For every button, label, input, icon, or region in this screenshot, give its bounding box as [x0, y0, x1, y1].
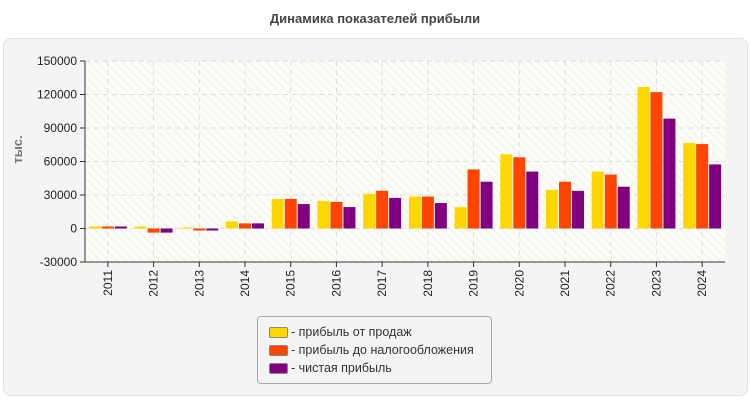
bar-2014-series-0: [226, 221, 238, 229]
legend-swatch: [269, 362, 288, 374]
x-tick-label: 2020: [512, 270, 526, 297]
y-tick-label: 120000: [37, 88, 77, 102]
bar-2021-series-1: [559, 181, 571, 229]
bar-2011-series-0: [88, 226, 101, 229]
bar-2023-series-1: [650, 92, 663, 229]
legend-swatch: [269, 344, 288, 356]
bar-2011-series-2: [114, 226, 127, 229]
bar-2015-series-0: [271, 198, 284, 229]
bar-2023-series-2: [663, 118, 676, 229]
bar-2015-series-2: [297, 204, 310, 229]
bar-2018-series-2: [434, 203, 447, 229]
bar-2020-series-1: [513, 157, 526, 229]
x-tick-label: 2012: [147, 270, 161, 297]
bar-2024-series-0: [683, 142, 696, 229]
legend-item-pretax-profit: - прибыль до налогообложения: [269, 342, 474, 358]
legend-label: - чистая прибыль: [291, 361, 392, 375]
bar-2011-series-1: [101, 226, 114, 229]
bar-2024-series-1: [696, 144, 709, 229]
x-tick-label: 2022: [604, 270, 618, 297]
x-tick-label: 2024: [695, 270, 709, 297]
bar-2016-series-1: [330, 201, 343, 229]
bar-2012-series-2: [160, 228, 173, 233]
x-tick-label: 2011: [101, 270, 115, 296]
bar-2018-series-1: [421, 196, 434, 229]
legend-item-sales-profit: - прибыль от продаж: [269, 324, 412, 340]
bar-2019-series-1: [467, 169, 480, 229]
legend-label: - прибыль до налогообложения: [291, 343, 474, 357]
legend-label: - прибыль от продаж: [291, 325, 412, 339]
bar-2012-series-0: [134, 226, 147, 229]
chart-title: Динамика показателей прибыли: [269, 11, 481, 26]
bar-2014-series-2: [252, 223, 264, 229]
bar-2022-series-1: [604, 174, 617, 229]
y-tick-label: 0: [70, 222, 77, 236]
bar-2022-series-0: [591, 171, 604, 229]
y-tick-label: -30000: [40, 255, 78, 269]
x-tick-label: 2019: [467, 270, 481, 297]
bar-2013-series-2: [206, 228, 219, 231]
y-tick-label: 60000: [44, 155, 78, 169]
bar-2014-series-1: [239, 223, 251, 229]
bar-2022-series-2: [617, 186, 630, 229]
bar-2019-series-2: [480, 181, 493, 229]
legend-swatch: [269, 326, 288, 338]
bar-2017-series-2: [389, 197, 402, 229]
x-tick-label: 2018: [421, 270, 435, 297]
bar-2017-series-1: [376, 190, 389, 229]
bar-2024-series-2: [709, 164, 722, 229]
y-tick-label: 150000: [37, 54, 77, 68]
bar-2012-series-1: [147, 228, 160, 233]
legend-item-net-profit: - чистая прибыль: [269, 360, 392, 376]
bar-2013-series-1: [193, 228, 206, 231]
x-tick-label: 2015: [284, 270, 298, 297]
x-tick-label: 2021: [558, 270, 572, 297]
x-tick-label: 2017: [375, 270, 389, 297]
bar-2021-series-2: [572, 190, 584, 229]
x-tick-label: 2014: [238, 270, 252, 297]
y-tick-label: 30000: [44, 188, 78, 202]
y-tick-label: 90000: [44, 121, 78, 135]
bar-2016-series-2: [343, 207, 356, 229]
bar-2023-series-0: [637, 87, 650, 229]
bar-2018-series-0: [408, 196, 421, 229]
x-tick-label: 2016: [329, 270, 343, 297]
x-tick-label: 2013: [192, 270, 206, 297]
bar-2016-series-0: [317, 200, 330, 229]
bar-2020-series-0: [500, 154, 513, 229]
x-tick-label: 2023: [649, 270, 663, 297]
bar-2020-series-2: [526, 171, 539, 229]
bar-2015-series-1: [284, 198, 297, 229]
legend: - прибыль от продаж - прибыль до налогоо…: [257, 316, 492, 384]
bar-2019-series-0: [454, 207, 467, 229]
bar-2021-series-0: [546, 189, 558, 229]
y-axis-label: тыс.: [10, 135, 25, 163]
bar-2013-series-0: [180, 227, 193, 229]
bar-2017-series-0: [363, 193, 376, 229]
